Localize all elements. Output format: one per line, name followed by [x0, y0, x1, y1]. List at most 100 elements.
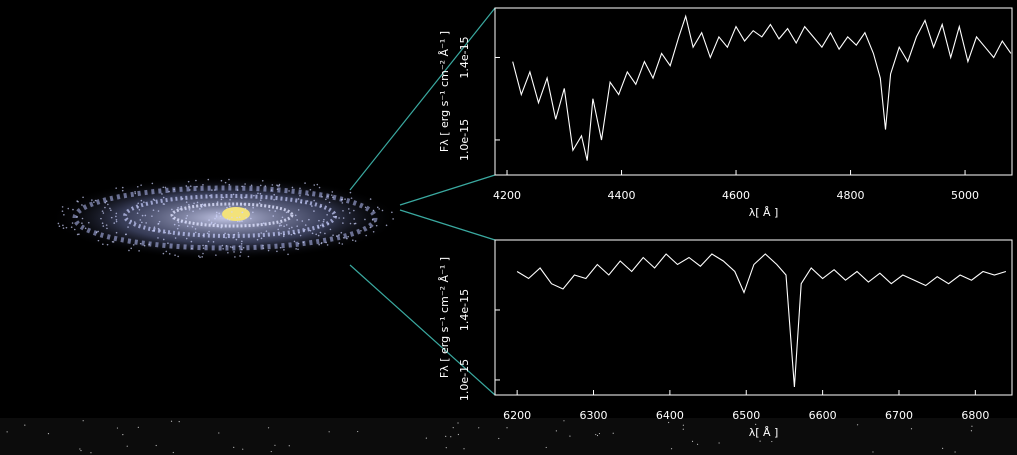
star [173, 452, 174, 453]
galaxy-star [233, 194, 235, 196]
galaxy-star [225, 237, 227, 239]
galaxy-star [71, 226, 73, 228]
x-tick-label: 6500 [732, 409, 760, 422]
galaxy-star [97, 231, 99, 233]
galaxy-star [215, 254, 217, 256]
star [597, 435, 598, 436]
galaxy-star [317, 227, 319, 229]
galaxy-star [113, 241, 115, 243]
galaxy-star [355, 223, 357, 225]
galaxy-star [286, 224, 288, 226]
galaxy-star [265, 185, 267, 187]
galaxy-star [110, 209, 112, 211]
x-axis-label: λ[ Å ] [749, 206, 779, 219]
galaxy-star [159, 221, 161, 223]
galaxy-star [181, 221, 183, 223]
galaxy-star [242, 211, 244, 213]
galaxy-star [328, 223, 330, 225]
galaxy-star [291, 227, 293, 229]
galaxy-star [313, 210, 315, 212]
galaxy-star [216, 212, 218, 214]
star [671, 448, 672, 449]
galaxy-star [77, 234, 79, 236]
galaxy-star [313, 200, 315, 202]
galaxy-star [186, 215, 188, 217]
galaxy-star [325, 242, 327, 244]
galaxy-star [327, 195, 329, 197]
galaxy-star [82, 197, 84, 199]
galaxy-star [134, 191, 136, 193]
galaxy-star [239, 246, 241, 248]
galaxy-star [93, 201, 95, 203]
galaxy-star [171, 209, 173, 211]
galaxy-star [315, 233, 317, 235]
galaxy-star [116, 221, 118, 223]
star [613, 433, 614, 434]
galaxy-star [320, 206, 322, 208]
galaxy-star [304, 182, 306, 184]
galaxy-star [214, 218, 216, 220]
star [48, 433, 49, 434]
star [271, 451, 272, 452]
galaxy-star [218, 213, 220, 215]
galaxy-star [152, 230, 154, 232]
galaxy-star [376, 225, 378, 227]
galaxy-star [296, 225, 298, 227]
galaxy-star [207, 179, 209, 181]
galaxy-star [164, 232, 166, 234]
galaxy-star [193, 202, 195, 204]
galaxy-star [115, 187, 117, 189]
galaxy-star [365, 206, 367, 208]
galaxy-star [74, 229, 76, 231]
galaxy-star [291, 234, 293, 236]
galaxy-star [137, 203, 139, 205]
galaxy-star [332, 191, 334, 193]
galaxy-star [116, 232, 118, 234]
galaxy-star [351, 197, 353, 199]
galaxy-star [151, 215, 153, 217]
galaxy-star [310, 189, 312, 191]
galaxy-star [209, 195, 211, 197]
galaxy-star [104, 207, 106, 209]
galaxy-star [102, 210, 104, 212]
galaxy-star [266, 230, 268, 232]
galaxy-star [216, 216, 218, 218]
galaxy-star [298, 209, 300, 211]
star [242, 449, 243, 450]
galaxy-star [271, 189, 273, 191]
galaxy-star [229, 219, 231, 221]
galaxy-star [96, 232, 98, 234]
galaxy-star [276, 251, 278, 253]
x-tick-label: 6400 [656, 409, 684, 422]
galaxy-star [169, 253, 171, 255]
galaxy-star [279, 223, 281, 225]
galaxy-star [177, 256, 179, 258]
galaxy-star [263, 222, 265, 224]
galaxy-star [348, 208, 350, 210]
galaxy-star [360, 230, 362, 232]
star [274, 445, 275, 446]
galaxy-star [308, 219, 310, 221]
galaxy-star [307, 194, 309, 196]
galaxy-star [201, 206, 203, 208]
galaxy-star [353, 210, 355, 212]
galaxy-star [240, 251, 242, 253]
galaxy-star [323, 221, 325, 223]
galaxy-star [180, 206, 182, 208]
galaxy-star [239, 216, 241, 218]
galaxy-star [339, 242, 341, 244]
galaxy-star [76, 216, 78, 218]
y-tick-label: 1.0e-15 [458, 119, 471, 161]
galaxy-star [175, 237, 177, 239]
galaxy [50, 176, 400, 260]
galaxy-star [222, 197, 224, 199]
galaxy-star [312, 233, 314, 235]
galaxy-star [167, 242, 169, 244]
star [289, 445, 290, 446]
galaxy-star [232, 237, 234, 239]
star [755, 424, 756, 425]
galaxy-star [145, 222, 147, 224]
star [171, 421, 172, 422]
galaxy-star [316, 184, 318, 186]
galaxy-star [98, 240, 100, 242]
